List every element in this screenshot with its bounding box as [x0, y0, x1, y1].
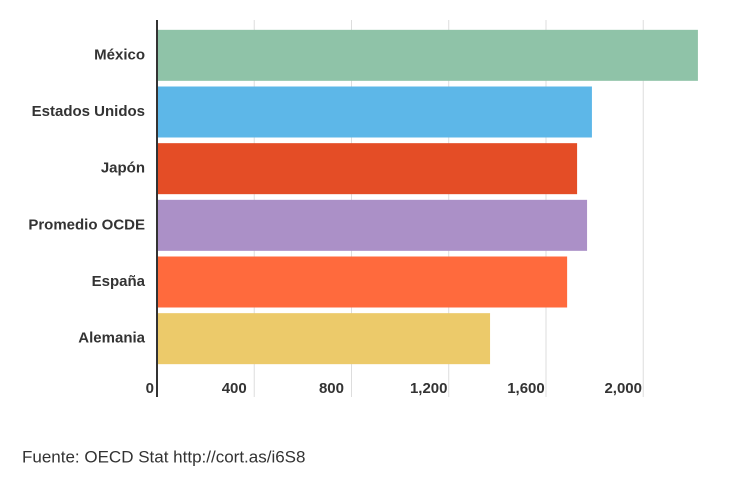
bar: [157, 86, 592, 138]
y-tick-label: Alemania: [78, 330, 145, 347]
source-note: Fuente: OECD Stat http://cort.as/i6S8: [22, 447, 305, 466]
x-tick-label: 1,200: [410, 380, 448, 397]
y-tick-label: México: [94, 46, 145, 63]
x-tick-label: 0: [146, 380, 154, 397]
bar: [157, 256, 568, 308]
bar: [157, 199, 588, 251]
y-tick-label: Promedio OCDE: [28, 216, 145, 233]
x-tick-label: 400: [222, 380, 247, 397]
y-tick-label: España: [92, 273, 146, 290]
bar: [157, 313, 491, 365]
y-tick-label: Estados Unidos: [32, 103, 145, 120]
bar: [157, 29, 698, 81]
x-tick-label: 800: [319, 380, 344, 397]
y-tick-label: Japón: [101, 160, 145, 177]
x-tick-label: 2,000: [604, 380, 642, 397]
bar: [157, 143, 578, 195]
x-tick-label: 1,600: [507, 380, 545, 397]
